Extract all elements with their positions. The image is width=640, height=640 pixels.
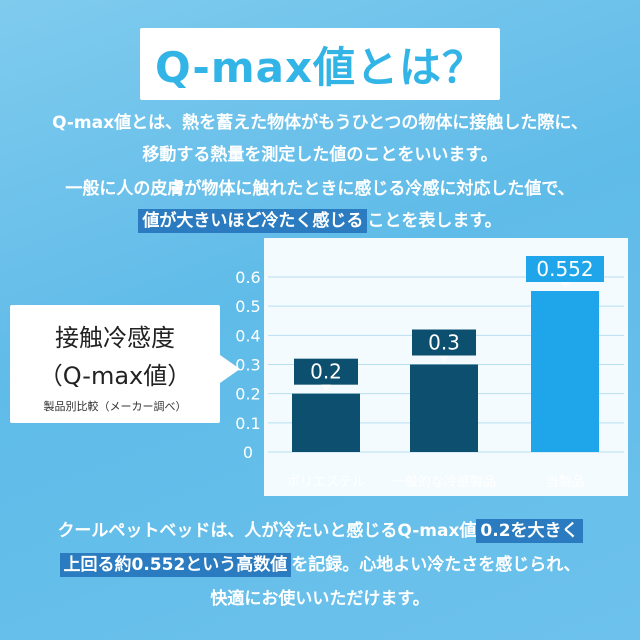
value-label: 0.552 <box>536 257 593 281</box>
outro-line-3: 快適にお使いいただけます。 <box>210 589 430 609</box>
category-label: 当製品 <box>545 475 584 490</box>
intro-line-1: Q-max値とは、熱を蓄えた物体がもうひとつの物体に接触した際に、 <box>52 113 588 133</box>
bar <box>410 364 478 452</box>
value-label-box <box>294 358 358 385</box>
y-tick-label: 0.5 <box>235 297 260 316</box>
value-label-pointer <box>439 355 449 362</box>
bar <box>531 291 599 452</box>
intro-line-4-rest: ことを表します。 <box>367 211 502 231</box>
category-label: 一般的な冷感製品 <box>392 474 496 490</box>
y-tick-label: 0.1 <box>235 414 260 433</box>
y-tick-label: 0 <box>243 443 253 462</box>
outro-line-2: 上回る約0.552という高数値 を記録。心地よい冷たさを感じられ、 <box>0 550 640 577</box>
bar <box>292 393 360 452</box>
page-title: Q-max値とは？ <box>154 42 486 92</box>
value-label-pointer <box>560 282 570 288</box>
y-tick-label: 0.6 <box>235 268 260 287</box>
outro-highlight-2: 上回る約0.552という高数値 <box>59 553 292 577</box>
category-labels: ポリエステル 一般的な冷感製品 当製品 <box>287 474 585 490</box>
value-label-pointer <box>321 384 331 391</box>
intro-line-3: 一般に人の皮膚が物体に触れたときに感じる冷感に対応した値で、 <box>65 179 575 199</box>
intro-highlight: 値が大きいほど冷たく感じる <box>138 209 368 233</box>
intro-line-2: 移動する熱量を測定した値のことをいいます。 <box>142 145 498 165</box>
intro-line-4: 値が大きいほど冷たく感じる ことを表します。 <box>0 206 640 233</box>
value-label-box <box>526 256 604 282</box>
callout-note: 製品別比較（メーカー調べ） <box>43 400 187 413</box>
value-label: 0.2 <box>310 360 342 384</box>
value-label: 0.3 <box>428 331 460 355</box>
outro-line-1: クールペットベッドは、人が冷たいと感じるQ-max値 0.2を大きく <box>0 516 640 543</box>
outro-highlight-1: 0.2を大きく <box>476 519 583 543</box>
y-tick-label: 0.3 <box>235 356 260 375</box>
callout-pointer <box>220 355 240 383</box>
y-tick-label: 0.4 <box>235 326 260 345</box>
callout-box <box>10 305 220 423</box>
outro-line-2-rest: を記録。心地よい冷たさを感じられ、 <box>291 555 581 575</box>
callout-subtitle: （Q-max値） <box>38 362 192 390</box>
category-label: ポリエステル <box>287 475 365 490</box>
y-tick-label: 0.2 <box>235 385 260 404</box>
y-tick-labels: 0 0.1 0.2 0.3 0.4 0.5 0.6 <box>235 268 260 462</box>
title-box: Q-max値とは？ <box>140 28 500 100</box>
bars <box>292 291 599 452</box>
outro-line-1-pre: クールペットベッドは、人が冷たいと感じるQ-max値 <box>57 521 477 541</box>
value-labels: 0.2 0.3 0.552 <box>294 256 604 391</box>
callout-title: 接触冷感度 <box>55 324 175 352</box>
value-label-box <box>412 329 476 356</box>
